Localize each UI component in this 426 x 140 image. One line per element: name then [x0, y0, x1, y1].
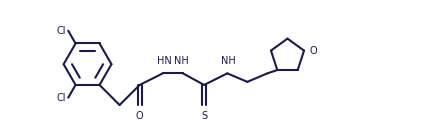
- Text: NH: NH: [174, 56, 189, 66]
- Text: NH: NH: [222, 56, 236, 66]
- Text: Cl: Cl: [57, 93, 66, 103]
- Text: Cl: Cl: [57, 26, 66, 36]
- Text: O: O: [309, 46, 317, 56]
- Text: O: O: [136, 111, 144, 121]
- Text: S: S: [201, 111, 207, 121]
- Text: HN: HN: [157, 56, 172, 66]
